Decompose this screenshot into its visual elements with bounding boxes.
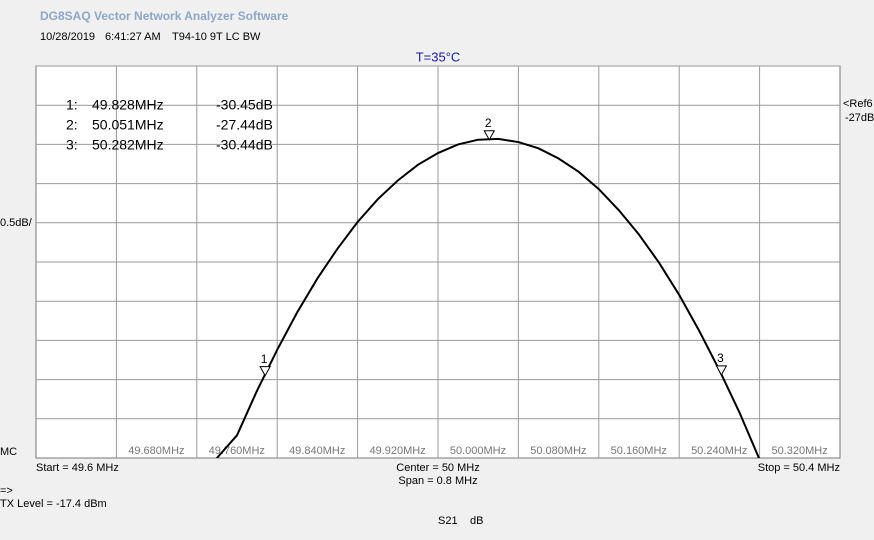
center-label: Center = 50 MHz: [396, 462, 479, 474]
x-tick-label: 50.080MHz: [530, 445, 586, 457]
marker-frequency: 49.828MHz: [92, 97, 164, 113]
stop-label: Stop = 50.4 MHz: [758, 462, 840, 474]
chart-title: T=35°C: [416, 49, 461, 64]
marker-number: 1: [261, 352, 268, 366]
x-tick-label: 50.160MHz: [611, 445, 667, 457]
marker-number: 3: [717, 351, 724, 365]
labels: 49.680MHz 49.760MHz 49.840MHz 49.920MHz 50.0…: [128, 445, 827, 457]
tx-level: TX Level = -17.4 dBm: [0, 498, 107, 510]
mc-label: MC: [0, 446, 17, 458]
markers: 1 1: 49.828MHz -30.45dB 2 2: 50.051MHz -27.44dB…: [66, 97, 728, 377]
ref-label: <Ref6: [843, 98, 873, 110]
arrow-label: =>: [0, 485, 13, 497]
ref-value: -27dB: [845, 112, 874, 124]
marker-triangle: [259, 366, 271, 377]
marker-level: -30.44dB: [216, 137, 273, 153]
header-name: T94-10 9T LC BW: [172, 31, 261, 43]
x-tick-label: 50.000MHz: [450, 445, 506, 457]
grid: [36, 65, 840, 458]
marker-index: 1:: [66, 97, 78, 113]
x-tick-label: 50.240MHz: [691, 445, 747, 457]
marker-level: -27.44dB: [216, 117, 273, 133]
trace-label: S21: [438, 515, 458, 527]
header-date: 10/28/2019: [40, 31, 95, 43]
marker-triangle: [715, 365, 728, 376]
marker-level: -30.45dB: [216, 97, 273, 113]
x-tick-label: 50.320MHz: [771, 445, 827, 457]
x-tick-label: 49.840MHz: [289, 445, 345, 457]
scale-label: 0.5dB/: [0, 217, 33, 229]
marker-number: 2: [485, 116, 492, 130]
x-tick-label: 49.680MHz: [128, 445, 184, 457]
marker-index: 2:: [66, 117, 78, 133]
marker-triangle: [483, 130, 496, 141]
header-time: 6:41:27 AM: [105, 31, 161, 43]
unit-label: dB: [470, 515, 483, 527]
marker-frequency: 50.051MHz: [92, 117, 164, 133]
app-title: DG8SAQ Vector Network Analyzer Software: [40, 9, 289, 23]
trace: [216, 137, 761, 458]
marker-index: 3:: [66, 137, 78, 153]
span-label: Span = 0.8 MHz: [398, 475, 477, 487]
x-tick-label: 49.760MHz: [209, 445, 265, 457]
trace-line: [216, 137, 761, 458]
start-label: Start = 49.6 MHz: [36, 462, 119, 474]
marker-frequency: 50.282MHz: [92, 137, 164, 153]
x-tick-label: 49.920MHz: [369, 445, 425, 457]
